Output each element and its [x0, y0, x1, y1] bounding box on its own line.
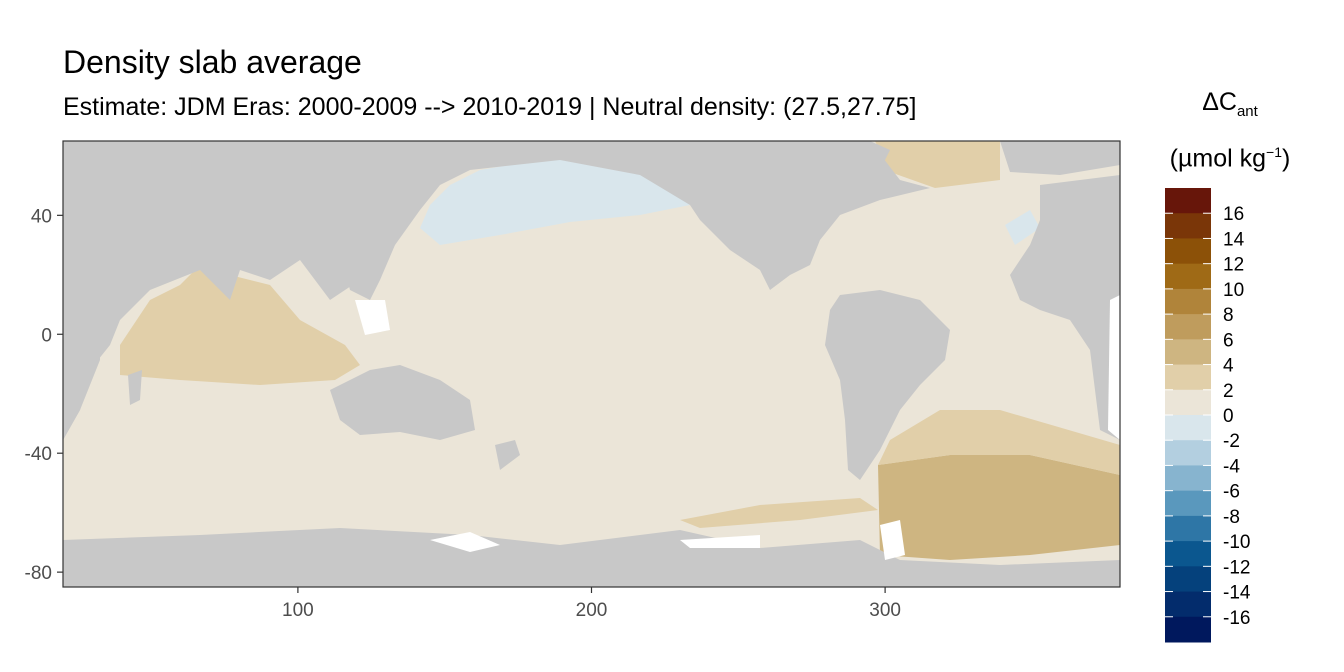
legend-unit: (µmol kg−1) [1169, 144, 1291, 173]
region-north-atlantic [875, 141, 1000, 188]
y-tick-label: -80 [25, 563, 52, 584]
region-indian-ocean [120, 260, 360, 385]
colorbar-label: -4 [1223, 456, 1240, 477]
colorbar-swatch [1165, 440, 1211, 466]
x-tick-label: 200 [576, 600, 608, 621]
y-tick-label: 40 [31, 206, 52, 227]
colorbar-label: -16 [1223, 608, 1250, 629]
colorbar-swatch [1165, 339, 1211, 366]
colorbar-label: 10 [1223, 280, 1244, 301]
colorbar-label: 12 [1223, 255, 1244, 276]
y-axis: 40 0 -40 -80 [25, 206, 63, 584]
y-tick-label: -40 [25, 444, 52, 465]
colorbar-label: 16 [1223, 204, 1244, 225]
colorbar-swatch [1165, 188, 1211, 214]
legend-title: ΔCant [1202, 88, 1258, 120]
colorbar-label: -8 [1223, 507, 1240, 528]
colorbar-label: 8 [1223, 305, 1234, 326]
region-southern-streak [680, 498, 878, 528]
map-panel [62, 140, 1121, 588]
colorbar-swatch [1165, 490, 1211, 517]
region-south-atlantic-band [878, 410, 1120, 475]
colorbar-swatch [1165, 591, 1211, 618]
colorbar-swatch [1165, 515, 1211, 542]
colorbar-swatch [1165, 415, 1211, 441]
colorbar-swatch [1165, 288, 1211, 315]
colorbar-label: 14 [1223, 229, 1245, 250]
chart-subtitle: Estimate: JDM Eras: 2000-2009 --> 2010-2… [63, 93, 917, 121]
colorbar-label: 4 [1223, 356, 1234, 377]
colorbar-swatch [1165, 238, 1211, 265]
y-tick-label: 0 [41, 325, 52, 346]
x-tick-label: 300 [869, 600, 901, 621]
land-masses [63, 141, 1120, 587]
colorbar-swatch [1165, 364, 1211, 391]
colorbar-label: 6 [1223, 330, 1234, 351]
colorbar-label: -6 [1223, 482, 1240, 503]
colorbar-swatch [1165, 566, 1211, 593]
colorbar-label: -2 [1223, 431, 1240, 452]
colorbar-swatch [1165, 616, 1211, 643]
colorbar-swatch [1165, 263, 1211, 290]
colorbar-label: -14 [1223, 583, 1251, 604]
colorbar-swatch [1165, 314, 1211, 340]
colorbar-label: 0 [1223, 406, 1234, 427]
nodata-areas [355, 295, 1120, 560]
colorbar-swatch [1165, 465, 1211, 492]
colorbar-swatch [1165, 213, 1211, 239]
colorbar-label: -10 [1223, 532, 1250, 553]
x-axis: 100 200 300 [282, 587, 901, 621]
region-south-atlantic [878, 455, 1120, 560]
region-east-atlantic-blue [1005, 210, 1040, 245]
region-north-pacific [420, 158, 690, 245]
chart-title: Density slab average [63, 44, 362, 80]
colorbar-swatch [1165, 541, 1211, 567]
colorbar-label: -12 [1223, 557, 1250, 578]
colorbar-swatch [1165, 389, 1211, 416]
colorbar: 16 14 12 10 8 6 4 2 0 -2 -4 -6 -8 -10 -12 -14 -16 [1165, 188, 1251, 643]
colorbar-label: 2 [1223, 381, 1234, 402]
x-tick-label: 100 [282, 600, 314, 621]
